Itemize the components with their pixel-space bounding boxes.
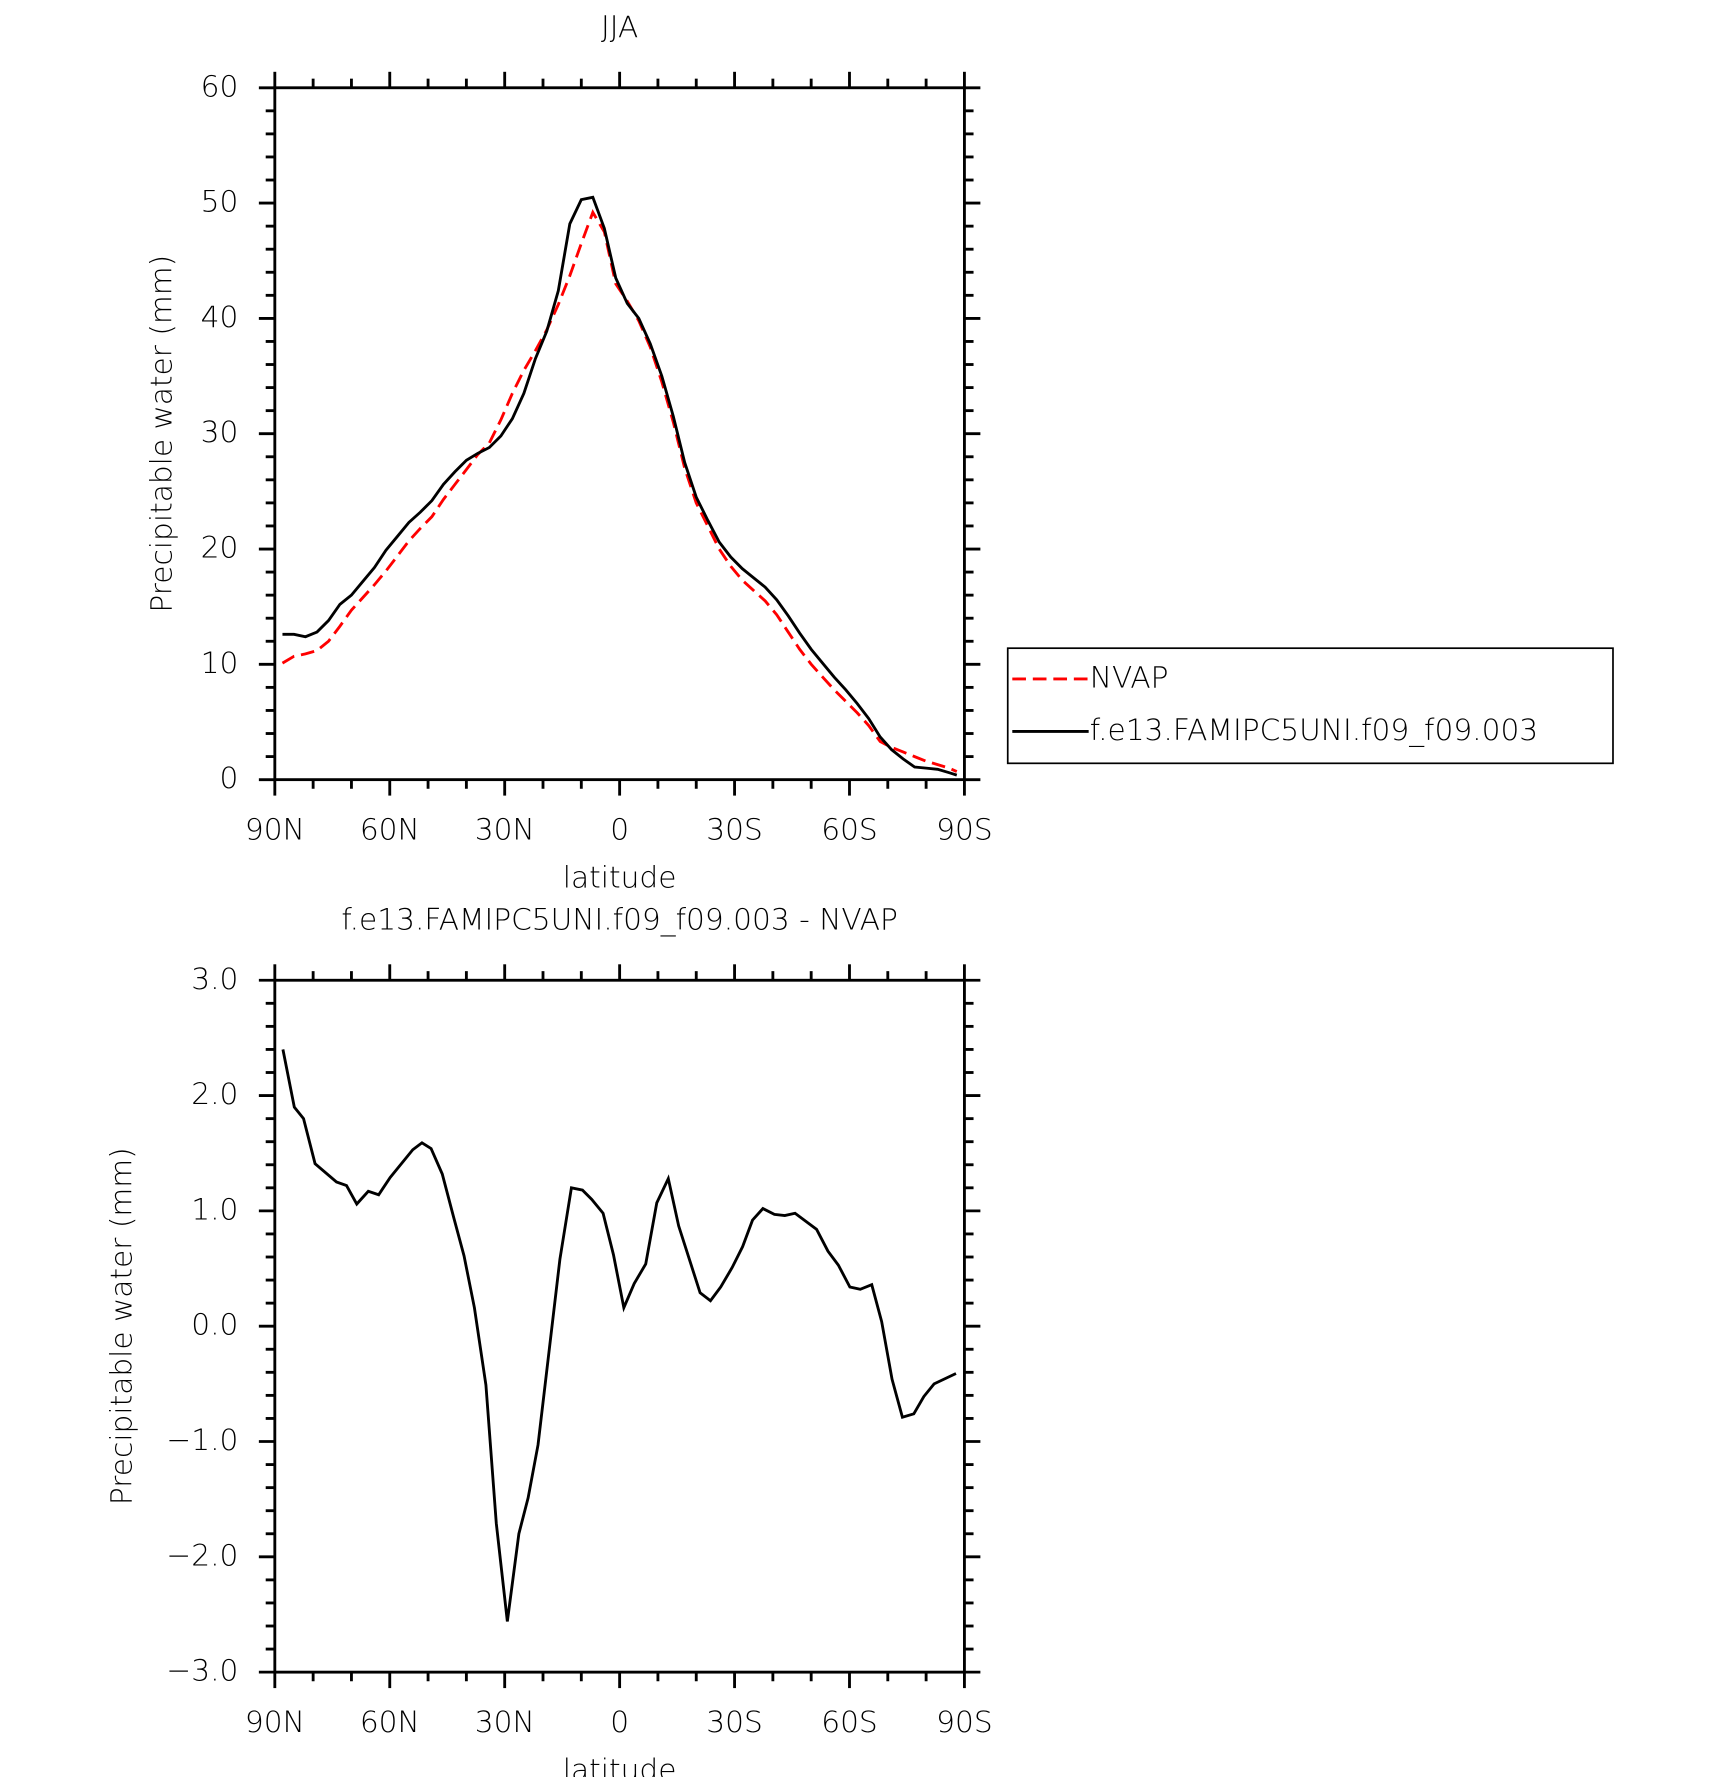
x-tick-label: 60N bbox=[360, 811, 420, 846]
y-axis-label: Precipitable water (mm) bbox=[104, 1147, 139, 1505]
chart-title: f.e13.FAMIPC5UNI.f09_f09.003 - NVAP bbox=[341, 901, 898, 937]
y-tick-label: 60 bbox=[201, 68, 239, 103]
plot-frame bbox=[273, 978, 966, 1674]
x-tick-label: 90S bbox=[936, 1704, 993, 1739]
x-axis-label: latitude bbox=[563, 1752, 677, 1777]
legend-label: f.e13.FAMIPC5UNI.f09_f09.003 bbox=[1090, 712, 1538, 748]
y-tick-label: 10 bbox=[201, 645, 239, 680]
x-tick-label: 90N bbox=[245, 1704, 305, 1739]
y-tick-label: 3.0 bbox=[191, 961, 238, 996]
x-tick-label: 60S bbox=[821, 811, 878, 846]
x-tick-label: 60N bbox=[360, 1704, 420, 1739]
x-tick-label: 0 bbox=[610, 1704, 629, 1739]
x-tick-label: 30N bbox=[475, 811, 535, 846]
y-tick-label: −2.0 bbox=[166, 1537, 238, 1572]
y-tick-label: 20 bbox=[201, 530, 239, 565]
data-line bbox=[281, 1049, 957, 1622]
y-tick-label: −3.0 bbox=[166, 1653, 238, 1688]
y-tick-label: 0 bbox=[219, 760, 238, 795]
legend-box bbox=[1006, 647, 1614, 765]
legend-label: NVAP bbox=[1090, 659, 1169, 694]
plot-frame bbox=[273, 86, 966, 782]
y-tick-label: −1.0 bbox=[166, 1422, 238, 1457]
x-tick-label: 90S bbox=[936, 811, 993, 846]
y-tick-label: 40 bbox=[201, 299, 239, 334]
data-line bbox=[282, 195, 958, 777]
data-line bbox=[281, 209, 958, 773]
y-tick-label: 50 bbox=[201, 184, 239, 219]
x-tick-label: 60S bbox=[821, 1704, 878, 1739]
chart-title: JJA bbox=[601, 9, 638, 44]
y-tick-label: 30 bbox=[201, 414, 239, 449]
x-tick-label: 0 bbox=[610, 811, 629, 846]
y-axis-label: Precipitable water (mm) bbox=[144, 255, 179, 613]
x-tick-label: 30S bbox=[706, 811, 763, 846]
x-tick-label: 30N bbox=[475, 1704, 535, 1739]
x-tick-label: 30S bbox=[706, 1704, 763, 1739]
y-tick-label: 0.0 bbox=[191, 1307, 238, 1342]
x-tick-label: 90N bbox=[245, 811, 305, 846]
x-axis-label: latitude bbox=[563, 859, 677, 894]
y-tick-label: 2.0 bbox=[191, 1076, 238, 1111]
y-tick-label: 1.0 bbox=[191, 1191, 238, 1226]
